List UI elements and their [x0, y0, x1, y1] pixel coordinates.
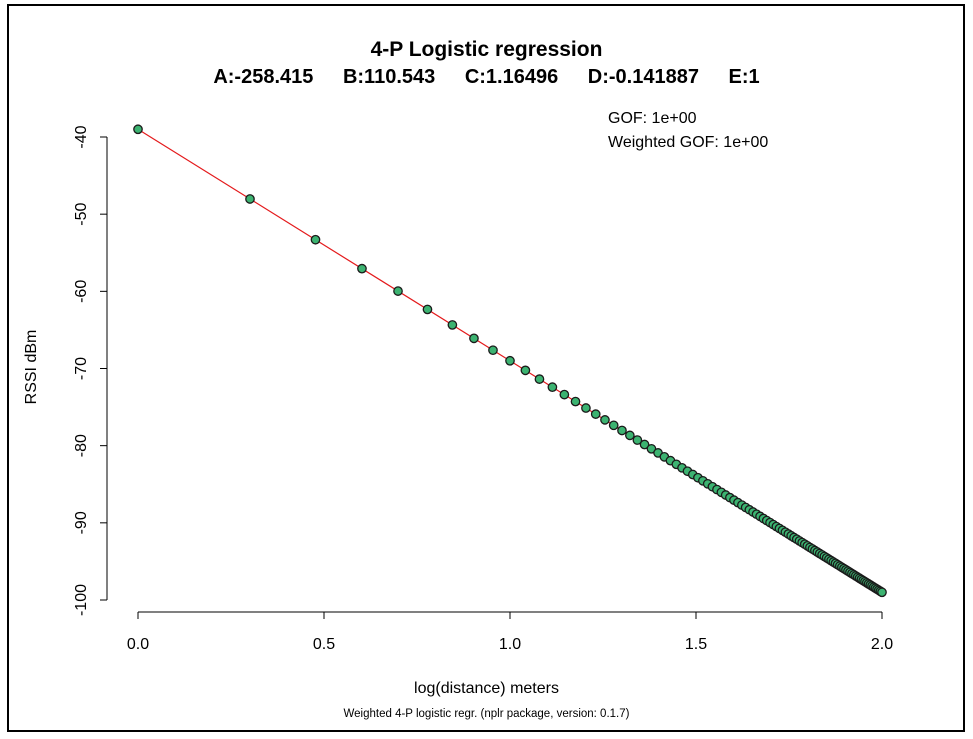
data-point — [505, 355, 515, 366]
y-tick-label: -40 — [73, 125, 90, 148]
data-point — [447, 320, 458, 330]
data-point — [310, 234, 321, 245]
y-tick-label: -70 — [73, 357, 90, 380]
data-point — [133, 124, 143, 135]
param-e: E:1 — [728, 66, 760, 88]
data-point — [520, 365, 531, 376]
x-tick-label: 0.0 — [127, 636, 149, 653]
param-d: D:-0.141887 — [587, 66, 699, 88]
data-point — [877, 587, 887, 598]
x-axis-label: log(distance) meters — [414, 680, 559, 697]
x-tick-label: 1.5 — [685, 636, 707, 653]
data-point — [608, 420, 619, 431]
data-point — [393, 286, 403, 296]
data-point — [639, 439, 650, 450]
data-point — [600, 415, 610, 425]
data-point — [625, 430, 635, 441]
x-tick-label: 1.0 — [499, 636, 521, 653]
weighted-gof-annotation: Weighted GOF: 1e+00 — [608, 134, 769, 151]
y-tick-label: -60 — [73, 280, 90, 303]
data-point — [357, 263, 367, 274]
y-tick-label: -100 — [73, 584, 90, 616]
data-point — [632, 435, 643, 445]
y-tick-label: -50 — [73, 203, 90, 226]
chart-title: 4-P Logistic regression — [370, 38, 603, 61]
data-point — [422, 304, 433, 315]
figure-frame — [7, 4, 965, 732]
footnote: Weighted 4-P logistic regr. (nplr packag… — [343, 708, 630, 720]
param-b: B:110.543 — [342, 66, 436, 88]
y-tick-label: -90 — [73, 511, 90, 534]
data-point — [570, 396, 581, 407]
data-point — [617, 425, 627, 436]
x-tick-label: 0.5 — [313, 636, 335, 653]
param-c: C:1.16496 — [464, 66, 559, 88]
gof-annotation: GOF: 1e+00 — [608, 110, 697, 127]
data-point — [534, 374, 545, 384]
data-point — [590, 409, 601, 419]
y-tick-label: -80 — [73, 434, 90, 457]
data-point — [488, 345, 498, 356]
param-a: A:-258.415 — [213, 66, 314, 88]
data-point — [547, 382, 558, 393]
data-point — [559, 389, 570, 400]
chart-params: A:-258.415 B:110.543 C:1.16496 D:-0.1418… — [0, 66, 973, 89]
data-point — [469, 333, 479, 344]
data-point — [245, 194, 255, 204]
data-point — [581, 403, 591, 413]
x-tick-label: 2.0 — [871, 636, 893, 653]
